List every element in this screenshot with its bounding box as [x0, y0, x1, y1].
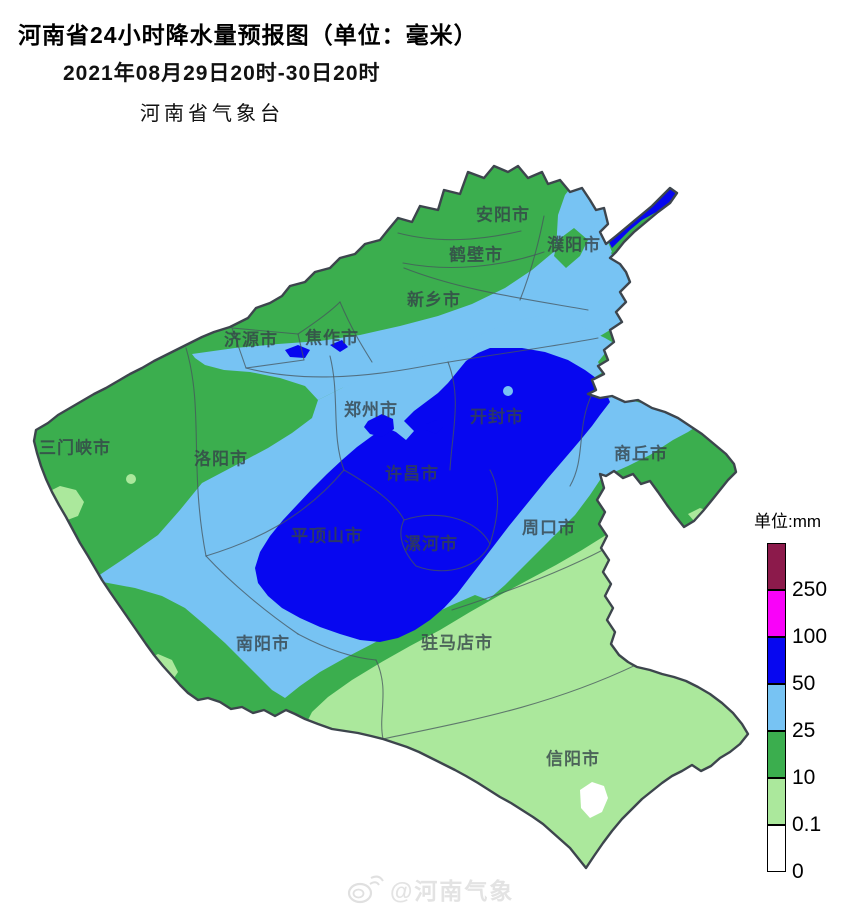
legend-color-swatch [767, 778, 786, 825]
legend-value: 10 [792, 766, 816, 789]
legend-color-swatch [767, 731, 786, 778]
legend-color-swatch [767, 543, 786, 590]
legend-value: 250 [792, 578, 828, 601]
legend-value: 0.1 [792, 813, 822, 836]
lightgreen-dot-sanmenxia [126, 474, 136, 484]
legend: 单位:mm 250 100 50 25 10 0.1 0 [740, 505, 845, 900]
rain-speck-50-100-b [330, 340, 348, 352]
lightblue-island [503, 386, 513, 396]
ne-arm-50-100-tip [607, 189, 677, 248]
province-border [32, 164, 750, 870]
legend-value: 0 [792, 860, 804, 883]
rain-speck-50-100-a [285, 345, 310, 358]
rain-dot-50-100 [426, 420, 443, 434]
dry-patch-xinyang [580, 782, 608, 818]
city-boundaries [185, 215, 639, 740]
watermark: @河南气象 [346, 872, 514, 906]
agency-name: 河南省气象台 [140, 101, 284, 125]
legend-color-swatch [767, 637, 786, 684]
legend-value: 25 [792, 719, 816, 742]
weibo-icon [347, 875, 384, 904]
rain-blob-zhengzhou [364, 414, 394, 437]
forecast-date-range: 2021年08月29日20时-30日20时 [63, 62, 381, 85]
page-title: 河南省24小时降水量预报图（单位：毫米） [18, 22, 478, 48]
legend-color-swatch [767, 590, 786, 637]
rain-core-50-100 [255, 348, 610, 642]
legend-value: 50 [792, 672, 816, 695]
legend-color-swatch [767, 684, 786, 731]
legend-value: 100 [792, 625, 828, 648]
legend-unit-label: 单位:mm [754, 512, 822, 531]
legend-color-swatch [767, 825, 786, 872]
watermark-text: @河南气象 [390, 878, 515, 904]
green-spur-puyang [554, 228, 588, 268]
